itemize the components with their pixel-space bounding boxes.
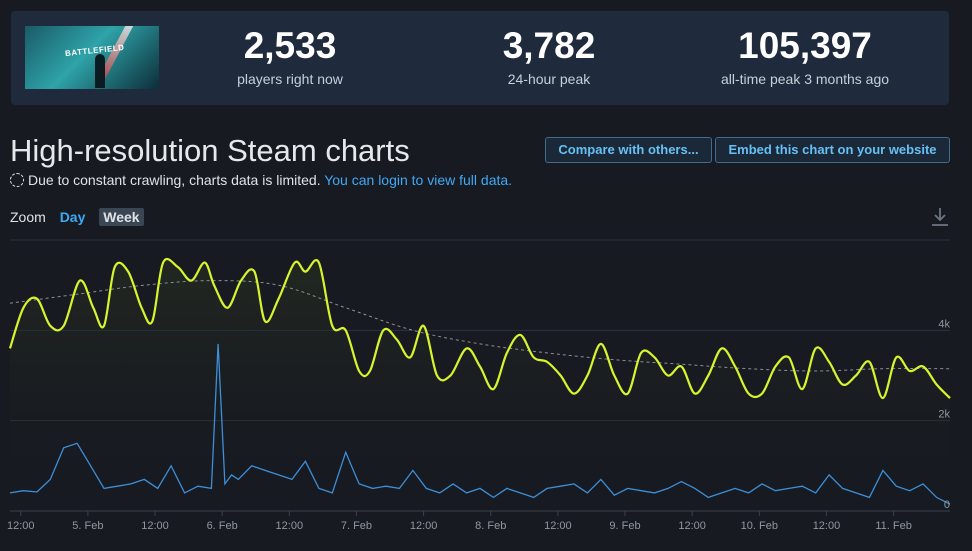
- x-tick-label: 6. Feb: [207, 520, 238, 532]
- x-tick-label: 12:00: [141, 520, 169, 532]
- players-area: [10, 259, 950, 511]
- players-line: [8, 257, 951, 400]
- compare-button[interactable]: Compare with others...: [545, 137, 712, 163]
- x-tick-label: 9. Feb: [609, 520, 640, 532]
- data-limited-notice: Due to constant crawling, charts data is…: [10, 172, 512, 188]
- loading-icon: [10, 173, 24, 187]
- y-tick-label: 4k: [938, 318, 950, 330]
- x-tick-label: 12:00: [813, 520, 841, 532]
- zoom-day-button[interactable]: Day: [59, 209, 86, 225]
- twitch-viewers-line: [9, 343, 951, 505]
- thumbnail-figure: [95, 54, 105, 88]
- current-players-value: 2,533: [243, 25, 337, 66]
- y-tick-label: 2k: [938, 409, 950, 421]
- x-tick-label: 12:00: [544, 520, 572, 532]
- x-tick-label: 8. Feb: [475, 520, 506, 532]
- x-tick-label: 12:00: [410, 520, 438, 532]
- login-link[interactable]: You can login to view full data.: [324, 172, 513, 188]
- x-tick-label: 5. Feb: [72, 520, 103, 532]
- stats-panel: BATTLEFIELD 2,533 players right now 3,78…: [11, 11, 949, 105]
- x-tick-label: 10. Feb: [741, 520, 778, 532]
- all-time-peak-value: 105,397: [738, 25, 872, 66]
- x-tick-label: 11. Feb: [875, 520, 912, 532]
- x-tick-label: 12:00: [7, 520, 35, 532]
- 24h-peak-value: 3,782: [502, 25, 596, 66]
- x-tick-label: 12:00: [678, 520, 706, 532]
- 24h-peak-label: 24-hour peak: [507, 71, 591, 87]
- stat-current-players: 2,533 players right now: [170, 25, 410, 87]
- download-icon[interactable]: [930, 206, 950, 228]
- all-time-peak-label: all-time peak 3 months ago: [720, 71, 890, 87]
- average-players-line: [9, 280, 951, 372]
- stat-all-time-peak: 105,397 all-time peak 3 months ago: [685, 25, 925, 87]
- stat-24h-peak: 3,782 24-hour peak: [429, 25, 669, 87]
- zoom-controls: Zoom Day Week: [10, 208, 144, 226]
- zoom-label: Zoom: [10, 209, 46, 225]
- notice-text: Due to constant crawling, charts data is…: [28, 172, 321, 188]
- current-players-label: players right now: [237, 71, 343, 87]
- x-tick-label: 7. Feb: [341, 520, 372, 532]
- y-tick-label: 0: [944, 499, 950, 511]
- zoom-week-button[interactable]: Week: [99, 208, 144, 226]
- game-thumbnail[interactable]: BATTLEFIELD: [25, 26, 159, 89]
- x-tick-label: 12:00: [276, 520, 304, 532]
- page-title: High-resolution Steam charts: [10, 133, 410, 168]
- embed-chart-button[interactable]: Embed this chart on your website: [715, 137, 950, 163]
